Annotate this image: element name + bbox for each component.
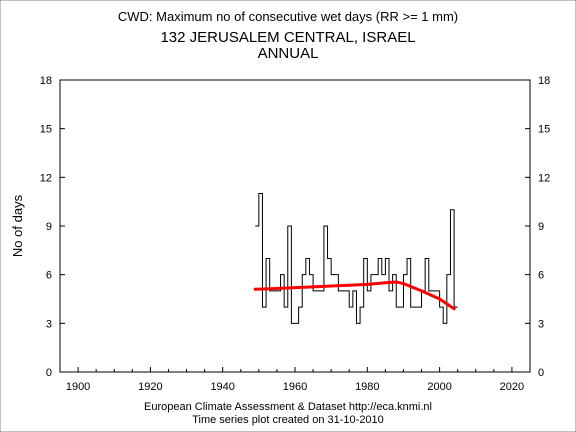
y-tick-label-left: 12 xyxy=(40,172,52,184)
trend-point xyxy=(253,287,257,291)
x-tick-label: 1940 xyxy=(210,381,234,393)
footer-created: Time series plot created on 31-10-2010 xyxy=(192,414,384,426)
x-tick-label: 2020 xyxy=(500,381,524,393)
trend-point xyxy=(275,286,279,290)
trend-point xyxy=(452,307,456,311)
y-tick-label-right: 9 xyxy=(538,221,544,233)
y-tick-label-left: 18 xyxy=(40,75,52,87)
x-tick-label: 1960 xyxy=(283,381,307,393)
y-tick-label-left: 0 xyxy=(46,367,52,379)
y-tick-label-left: 3 xyxy=(46,318,52,330)
station-name: 132 JERUSALEM CENTRAL, ISRAEL xyxy=(160,29,415,46)
series-layer xyxy=(253,193,458,324)
trend-point xyxy=(365,282,369,286)
trend-point xyxy=(383,281,387,285)
y-axis-left: 0 3 6 9 12 15 18 xyxy=(40,75,65,379)
y-tick-label-left: 6 xyxy=(46,270,52,282)
y-tick-label-right: 0 xyxy=(538,367,544,379)
y-tick-label-left: 9 xyxy=(46,221,52,233)
footer-source: European Climate Assessment & Dataset ht… xyxy=(144,401,432,413)
trend-point xyxy=(420,289,424,293)
x-tick-label: 2000 xyxy=(427,381,451,393)
y-tick-label-right: 6 xyxy=(538,270,544,282)
y-tick-label-right: 18 xyxy=(538,75,550,87)
x-tick-label: 1900 xyxy=(66,381,90,393)
y-tick-label-right: 15 xyxy=(538,124,550,136)
trend-point xyxy=(394,280,398,284)
y-axis-right: 0 3 6 9 12 15 18 xyxy=(525,75,550,379)
trend-point xyxy=(401,282,405,286)
trend-point xyxy=(438,297,442,301)
chart-title: CWD: Maximum no of consecutive wet days … xyxy=(118,9,458,24)
trend-point xyxy=(347,283,351,287)
y-tick-label-right: 12 xyxy=(538,172,550,184)
trend-point xyxy=(311,285,315,289)
x-tick-label: 1920 xyxy=(138,381,162,393)
y-axis-label: No of days xyxy=(10,194,25,257)
x-tick-label: 1980 xyxy=(355,381,379,393)
y-tick-label-right: 3 xyxy=(538,318,544,330)
x-axis: 1900 1920 1940 1960 1980 2000 2020 xyxy=(59,367,531,393)
smoothed-trend-series xyxy=(253,280,456,311)
trend-point xyxy=(293,286,297,290)
trend-point xyxy=(329,284,333,288)
period-label: ANNUAL xyxy=(258,45,319,62)
y-tick-label-left: 15 xyxy=(40,124,52,136)
